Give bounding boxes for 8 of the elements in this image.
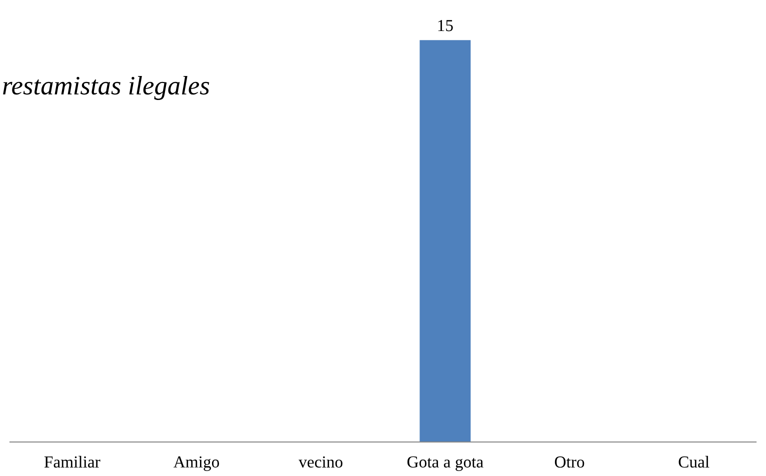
x-tick-label: Gota a gota: [407, 456, 484, 472]
x-tick-label: Familiar: [44, 456, 100, 468]
x-tick-label: vecino: [298, 456, 342, 468]
data-label: 15: [438, 20, 453, 32]
text: restamistas ilegales: [3, 76, 210, 100]
x-tick-label: Otro: [554, 456, 584, 468]
x-tick-label: Cual: [678, 456, 710, 468]
x-tick-label: Amigo: [174, 456, 220, 472]
